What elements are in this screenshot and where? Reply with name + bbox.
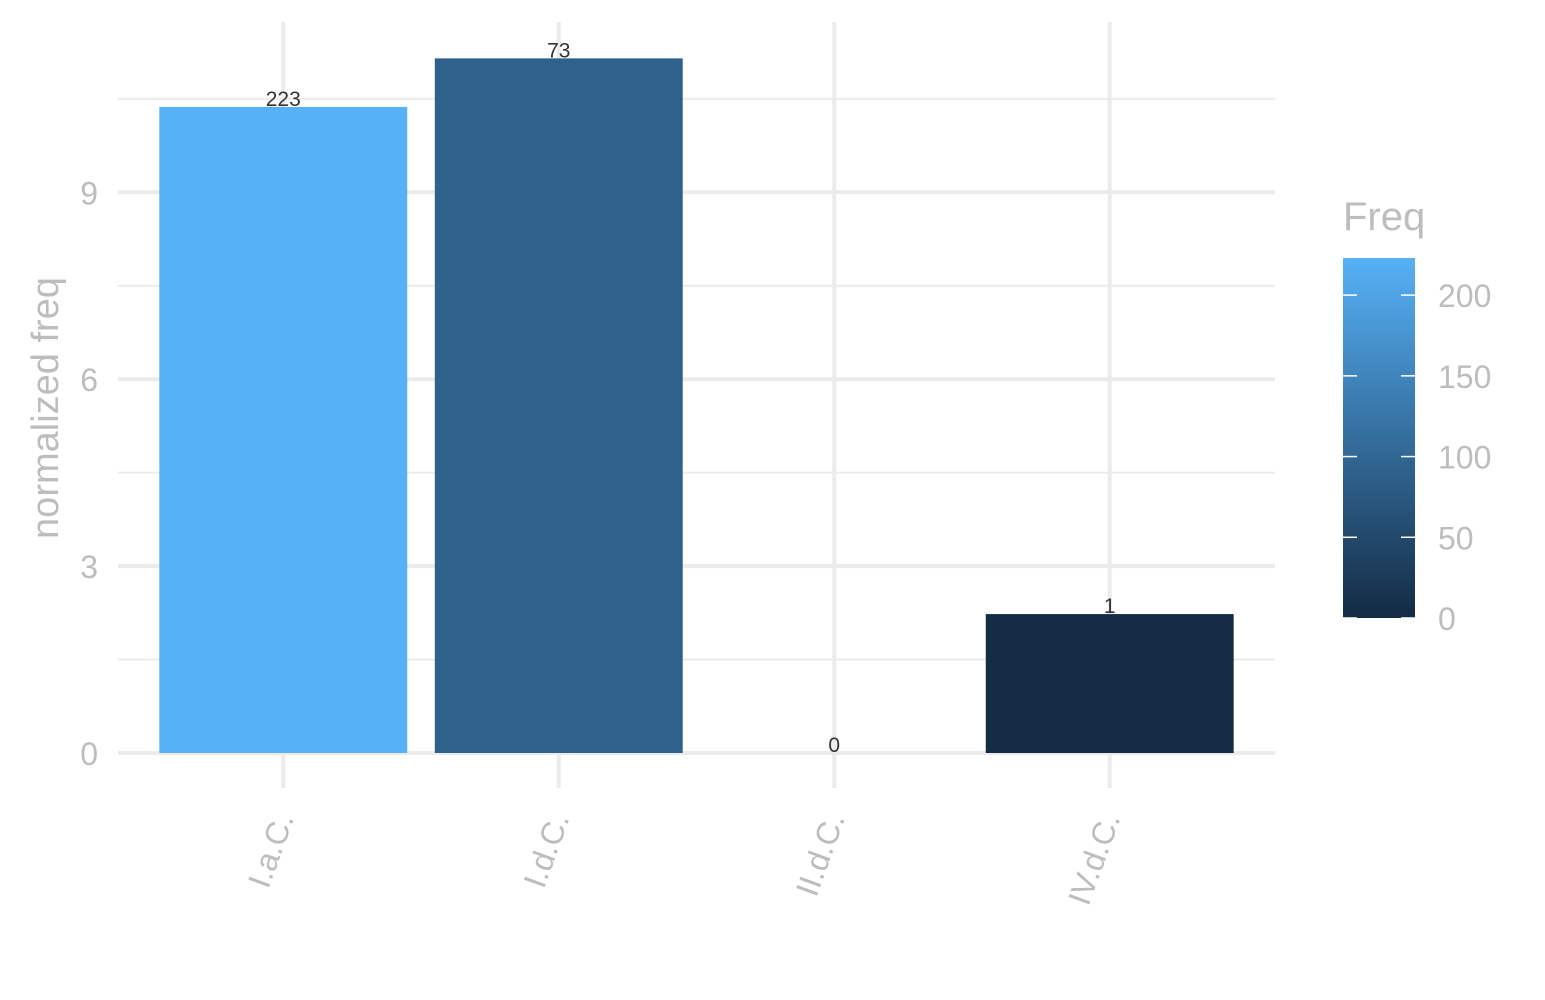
x-tick-label: I.d.C. xyxy=(516,808,576,892)
y-tick-label: 0 xyxy=(80,736,98,772)
legend-tick-label: 200 xyxy=(1438,278,1491,314)
legend-tick-label: 0 xyxy=(1438,601,1456,637)
bar xyxy=(434,58,683,754)
bar-value-label: 1 xyxy=(1104,595,1116,618)
legend-tick-label: 150 xyxy=(1438,359,1491,395)
y-tick-label: 9 xyxy=(80,175,98,211)
bar-value-label: 223 xyxy=(266,88,301,111)
bar xyxy=(985,614,1234,753)
bar xyxy=(159,106,408,754)
legend-title: Freq xyxy=(1343,195,1425,239)
legend-colorbar xyxy=(1343,258,1415,618)
y-tick-label: 3 xyxy=(80,549,98,585)
y-tick-label: 6 xyxy=(80,362,98,398)
y-axis-title: normalized freq xyxy=(25,277,67,539)
x-tick-label: IV.d.C. xyxy=(1061,808,1127,909)
x-tick-label: I.a.C. xyxy=(241,808,301,892)
y-axis: 0 3 6 9 xyxy=(80,175,98,772)
bars xyxy=(159,58,1234,754)
bar-value-label: 73 xyxy=(547,39,570,62)
bar-value-label: 0 xyxy=(828,734,840,757)
legend: Freq 0 50 100 150 200 xyxy=(1343,195,1491,637)
x-tick-label: II.d.C. xyxy=(789,808,852,901)
legend-tick-label: 50 xyxy=(1438,520,1474,556)
legend-tick-label: 100 xyxy=(1438,440,1491,476)
x-axis: I.a.C. I.d.C. II.d.C. IV.d.C. xyxy=(241,808,1127,909)
bar-labels: 223 73 0 1 xyxy=(266,39,1116,757)
